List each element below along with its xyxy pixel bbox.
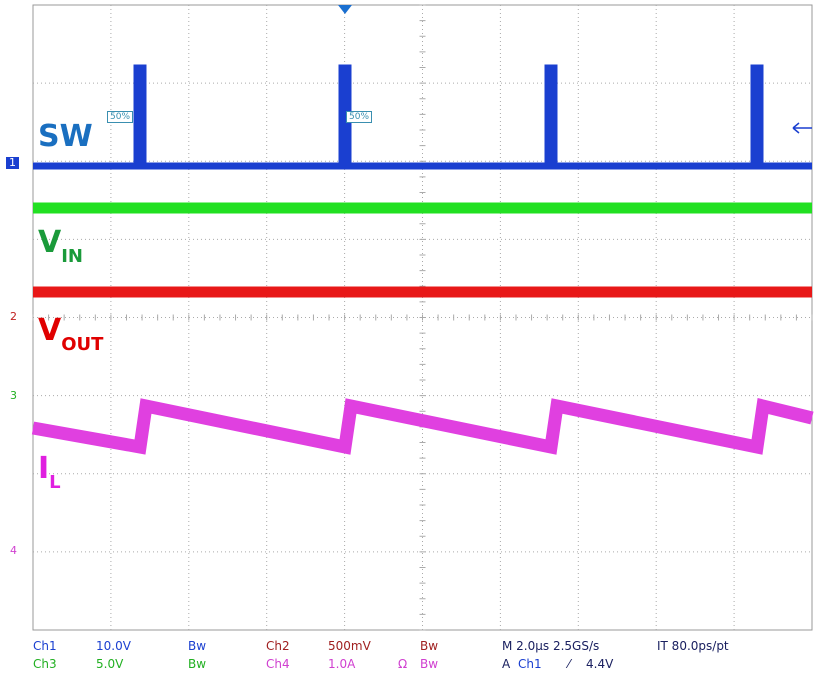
label-text: V [38,313,62,348]
ch4-marker: 4 [10,544,17,557]
status-text: M 2.0µs 2.5GS/s [502,639,600,653]
status-text: Ch2 [266,639,290,653]
status-text: 500mV [328,639,371,653]
ch2-marker: 2 [10,310,17,323]
il-trace [31,397,814,455]
trigger-level-arrow [792,122,812,134]
status-text: Ch4 [266,657,290,671]
level-marker: 50% [107,111,134,123]
status-text: 4.4V [586,657,614,671]
label-sub: IN [61,246,83,267]
ch1-marker: 1 [6,157,19,169]
status-text: A [502,657,511,671]
label-text: I [38,451,50,486]
label-sub: L [49,472,61,493]
status-text: Ch1 [33,639,57,653]
label-text: V [38,225,62,260]
status-text: Bw [420,639,439,653]
vout-label: VOUT [38,313,103,356]
ch3-marker: 3 [10,389,17,402]
status-text: Bw [188,639,207,653]
level-marker: 50% [346,111,373,123]
status-text: 1.0A [328,657,356,671]
label-sub: OUT [61,334,104,355]
status-text: Bw [420,657,439,671]
status-text: IT 80.0ps/pt [657,639,729,653]
status-text: Ω [398,657,408,671]
graticule [32,4,813,631]
il-label: IL [38,451,61,494]
status-text: Bw [188,657,207,671]
trigger-position [338,5,352,14]
vin-label: VIN [38,225,83,268]
status-text: 10.0V [96,639,131,653]
status-text: Ch1 [518,657,542,671]
sw-label: SW [38,122,93,152]
status-text: 5.0V [96,657,124,671]
status-text: Ch3 [33,657,57,671]
sw-trace [33,64,812,170]
label-text: SW [38,119,93,154]
status-text: ⁄ [568,657,571,671]
